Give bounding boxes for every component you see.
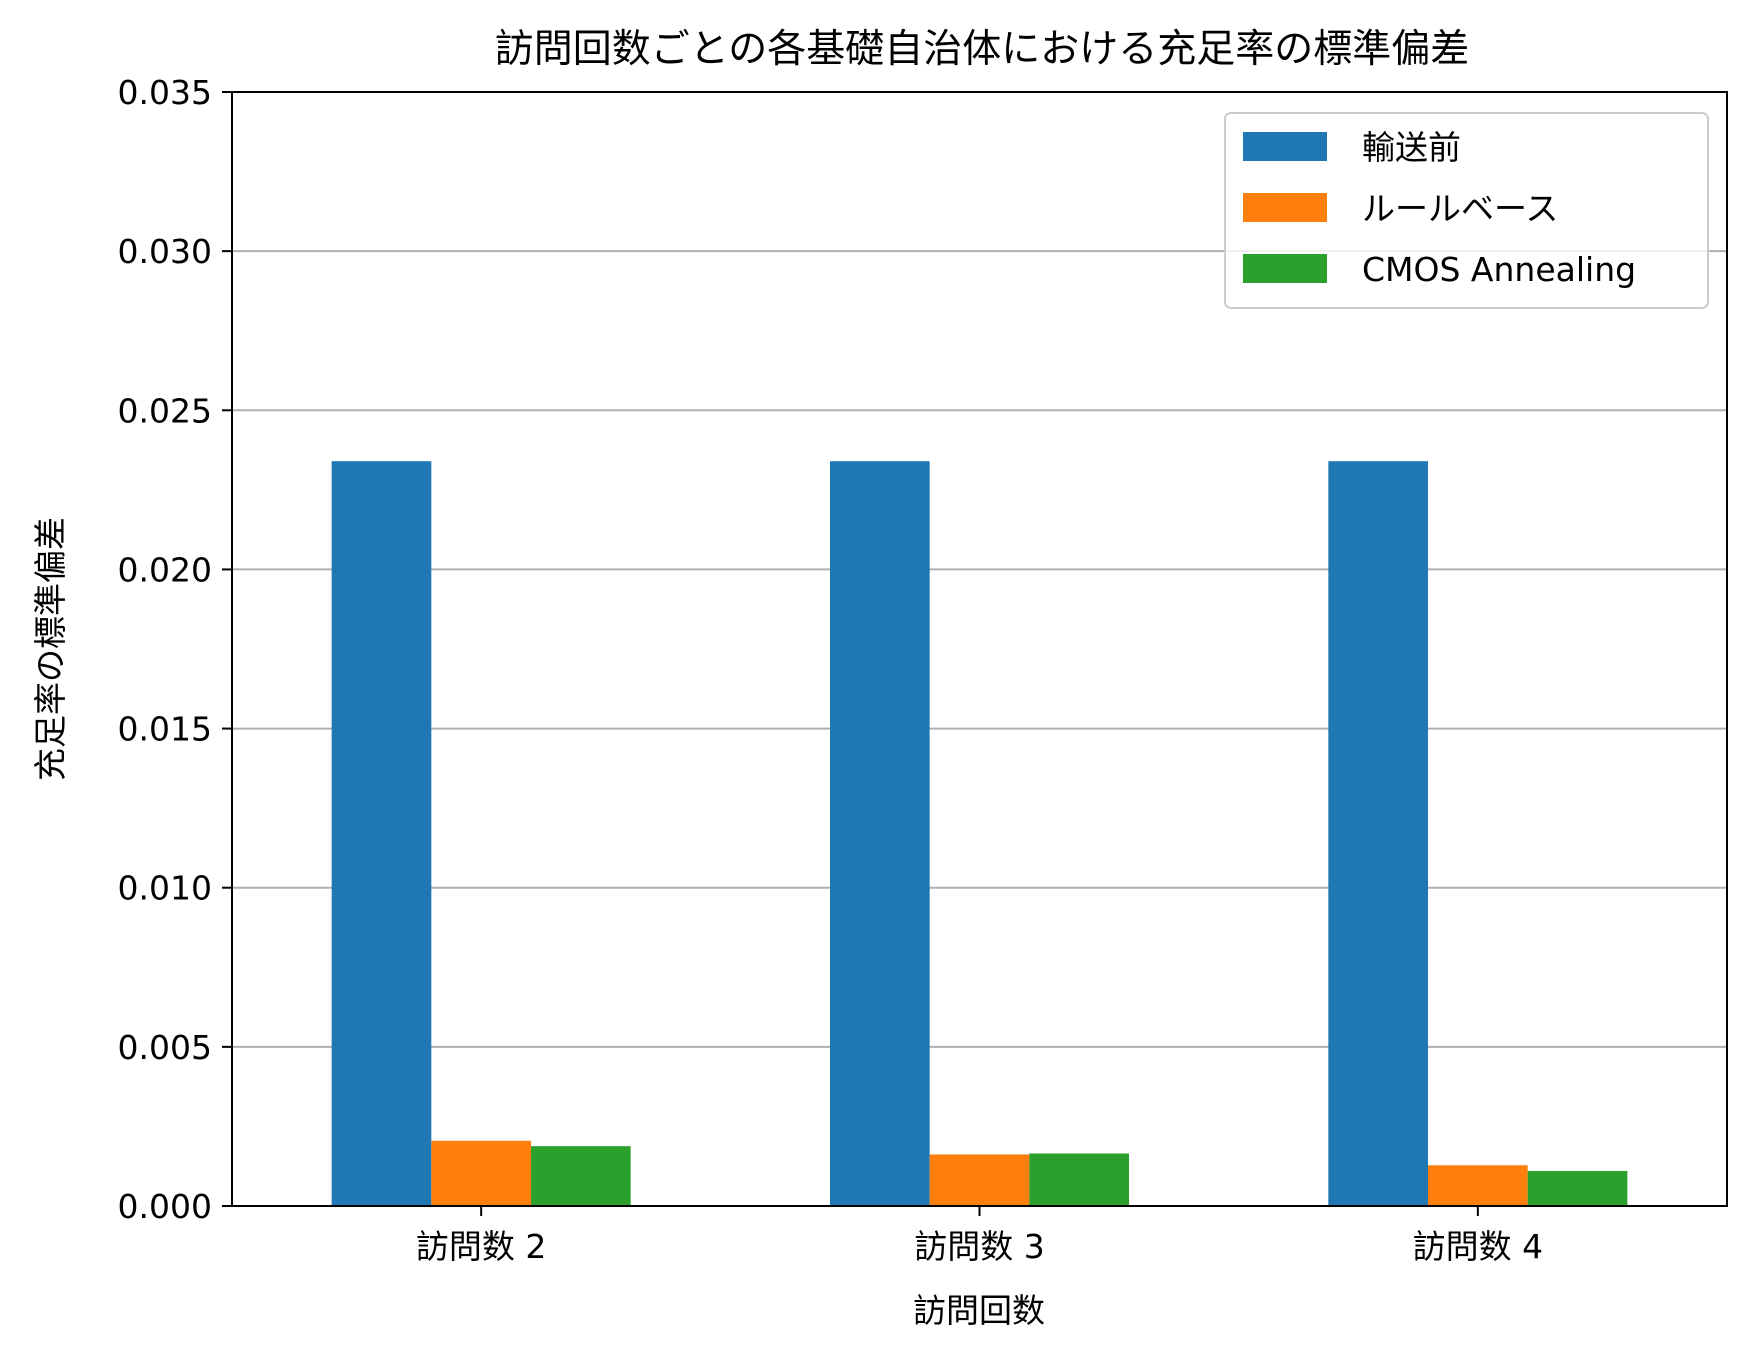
y-axis-title: 充足率の標準偏差 (31, 517, 70, 781)
bar (1029, 1153, 1129, 1206)
x-tick-label: 訪問数 3 (914, 1227, 1045, 1266)
y-tick-label: 0.015 (118, 710, 212, 749)
x-axis-ticks: 訪問数 2 訪問数 3 訪問数 4 (416, 1206, 1543, 1266)
legend-swatch (1243, 193, 1327, 222)
x-tick-label: 訪問数 2 (416, 1227, 547, 1266)
y-tick-label: 0.030 (118, 232, 212, 271)
bar (830, 461, 930, 1206)
bars (331, 461, 1628, 1206)
bar (1428, 1165, 1528, 1206)
legend-label: CMOS Annealing (1362, 250, 1636, 289)
x-axis-title: 訪問回数 (913, 1291, 1045, 1330)
bar (929, 1154, 1030, 1206)
y-tick-label: 0.000 (118, 1187, 212, 1226)
legend-swatch (1243, 254, 1327, 283)
bar (1527, 1170, 1628, 1206)
y-tick-label: 0.025 (118, 391, 212, 430)
chart-title: 訪問回数ごとの各基礎自治体における充足率の標準偏差 (495, 27, 1470, 72)
y-axis-ticks: 0.000 0.005 0.010 0.015 0.020 0.025 0.030 0.035 (118, 73, 232, 1226)
x-tick-label: 訪問数 4 (1413, 1227, 1544, 1266)
y-tick-label: 0.020 (118, 550, 212, 589)
bar (331, 461, 432, 1206)
y-tick-label: 0.005 (118, 1028, 212, 1067)
legend-label: ルールベース (1362, 189, 1558, 228)
legend-box (1224, 112, 1709, 309)
bar (1328, 461, 1428, 1206)
bar (531, 1146, 631, 1206)
bar (431, 1140, 531, 1206)
legend-swatch (1243, 132, 1327, 161)
grid-lines (232, 250, 1727, 1048)
y-tick-label: 0.010 (118, 869, 212, 908)
legend-label: 輸送前 (1362, 128, 1461, 167)
y-tick-label: 0.035 (118, 73, 212, 112)
